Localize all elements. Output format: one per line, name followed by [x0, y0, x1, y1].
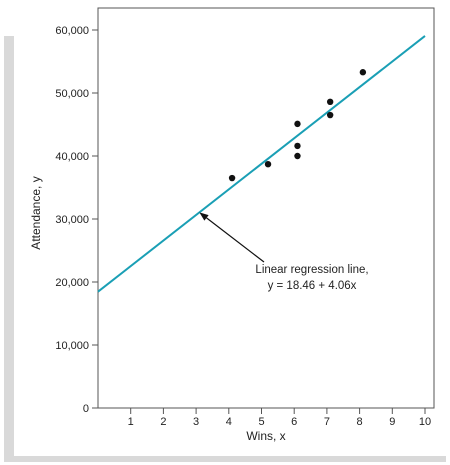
- x-tick-label-3: 4: [226, 416, 232, 428]
- data-point-3: [294, 142, 301, 150]
- x-tick-label-2: 3: [193, 416, 199, 428]
- y-tick-label-5: 50,000: [55, 88, 89, 100]
- data-point-6: [326, 98, 334, 106]
- x-tick-label-1: 2: [160, 416, 166, 428]
- annotation-arrow: [206, 217, 265, 263]
- annotation-line-1: Linear regression line,: [255, 264, 368, 276]
- x-tick-label-7: 8: [357, 416, 363, 428]
- data-points: [228, 69, 367, 182]
- x-tick-label-9: 10: [419, 416, 431, 428]
- x-tick-label-4: 5: [258, 416, 264, 428]
- regression-line: [97, 35, 426, 293]
- x-axis-ticks: 1 2 3 4 5 6 7 8 9 10: [128, 408, 431, 428]
- annotation-line-2: y = 18.46 + 4.06x: [268, 280, 357, 292]
- x-tick-label-0: 1: [128, 416, 134, 428]
- y-tick-label-2: 20,000: [55, 277, 89, 289]
- y-axis-title: Attendance, y: [29, 176, 43, 249]
- y-tick-label-1: 10,000: [55, 340, 89, 352]
- y-tick-label-3: 30,000: [55, 214, 89, 226]
- data-point-2: [294, 152, 301, 160]
- y-tick-label-4: 40,000: [55, 151, 89, 163]
- y-axis-ticks: 0 10,000 20,000 30,000 40,000 50,000 60,000: [55, 25, 98, 415]
- x-tick-label-5: 6: [291, 416, 297, 428]
- data-point-1: [264, 160, 272, 168]
- data-point-7: [359, 69, 367, 76]
- data-point-5: [326, 111, 334, 119]
- x-axis-title: Wins, x: [246, 429, 285, 443]
- data-point-0: [228, 174, 236, 182]
- x-tick-label-6: 7: [324, 416, 330, 428]
- y-tick-label-6: 60,000: [55, 25, 89, 37]
- x-tick-label-8: 9: [389, 416, 395, 428]
- annotation-arrow-head: [199, 212, 209, 221]
- data-point-4: [294, 120, 301, 128]
- plot-frame: [97, 7, 435, 409]
- y-tick-label-0: 0: [83, 403, 89, 415]
